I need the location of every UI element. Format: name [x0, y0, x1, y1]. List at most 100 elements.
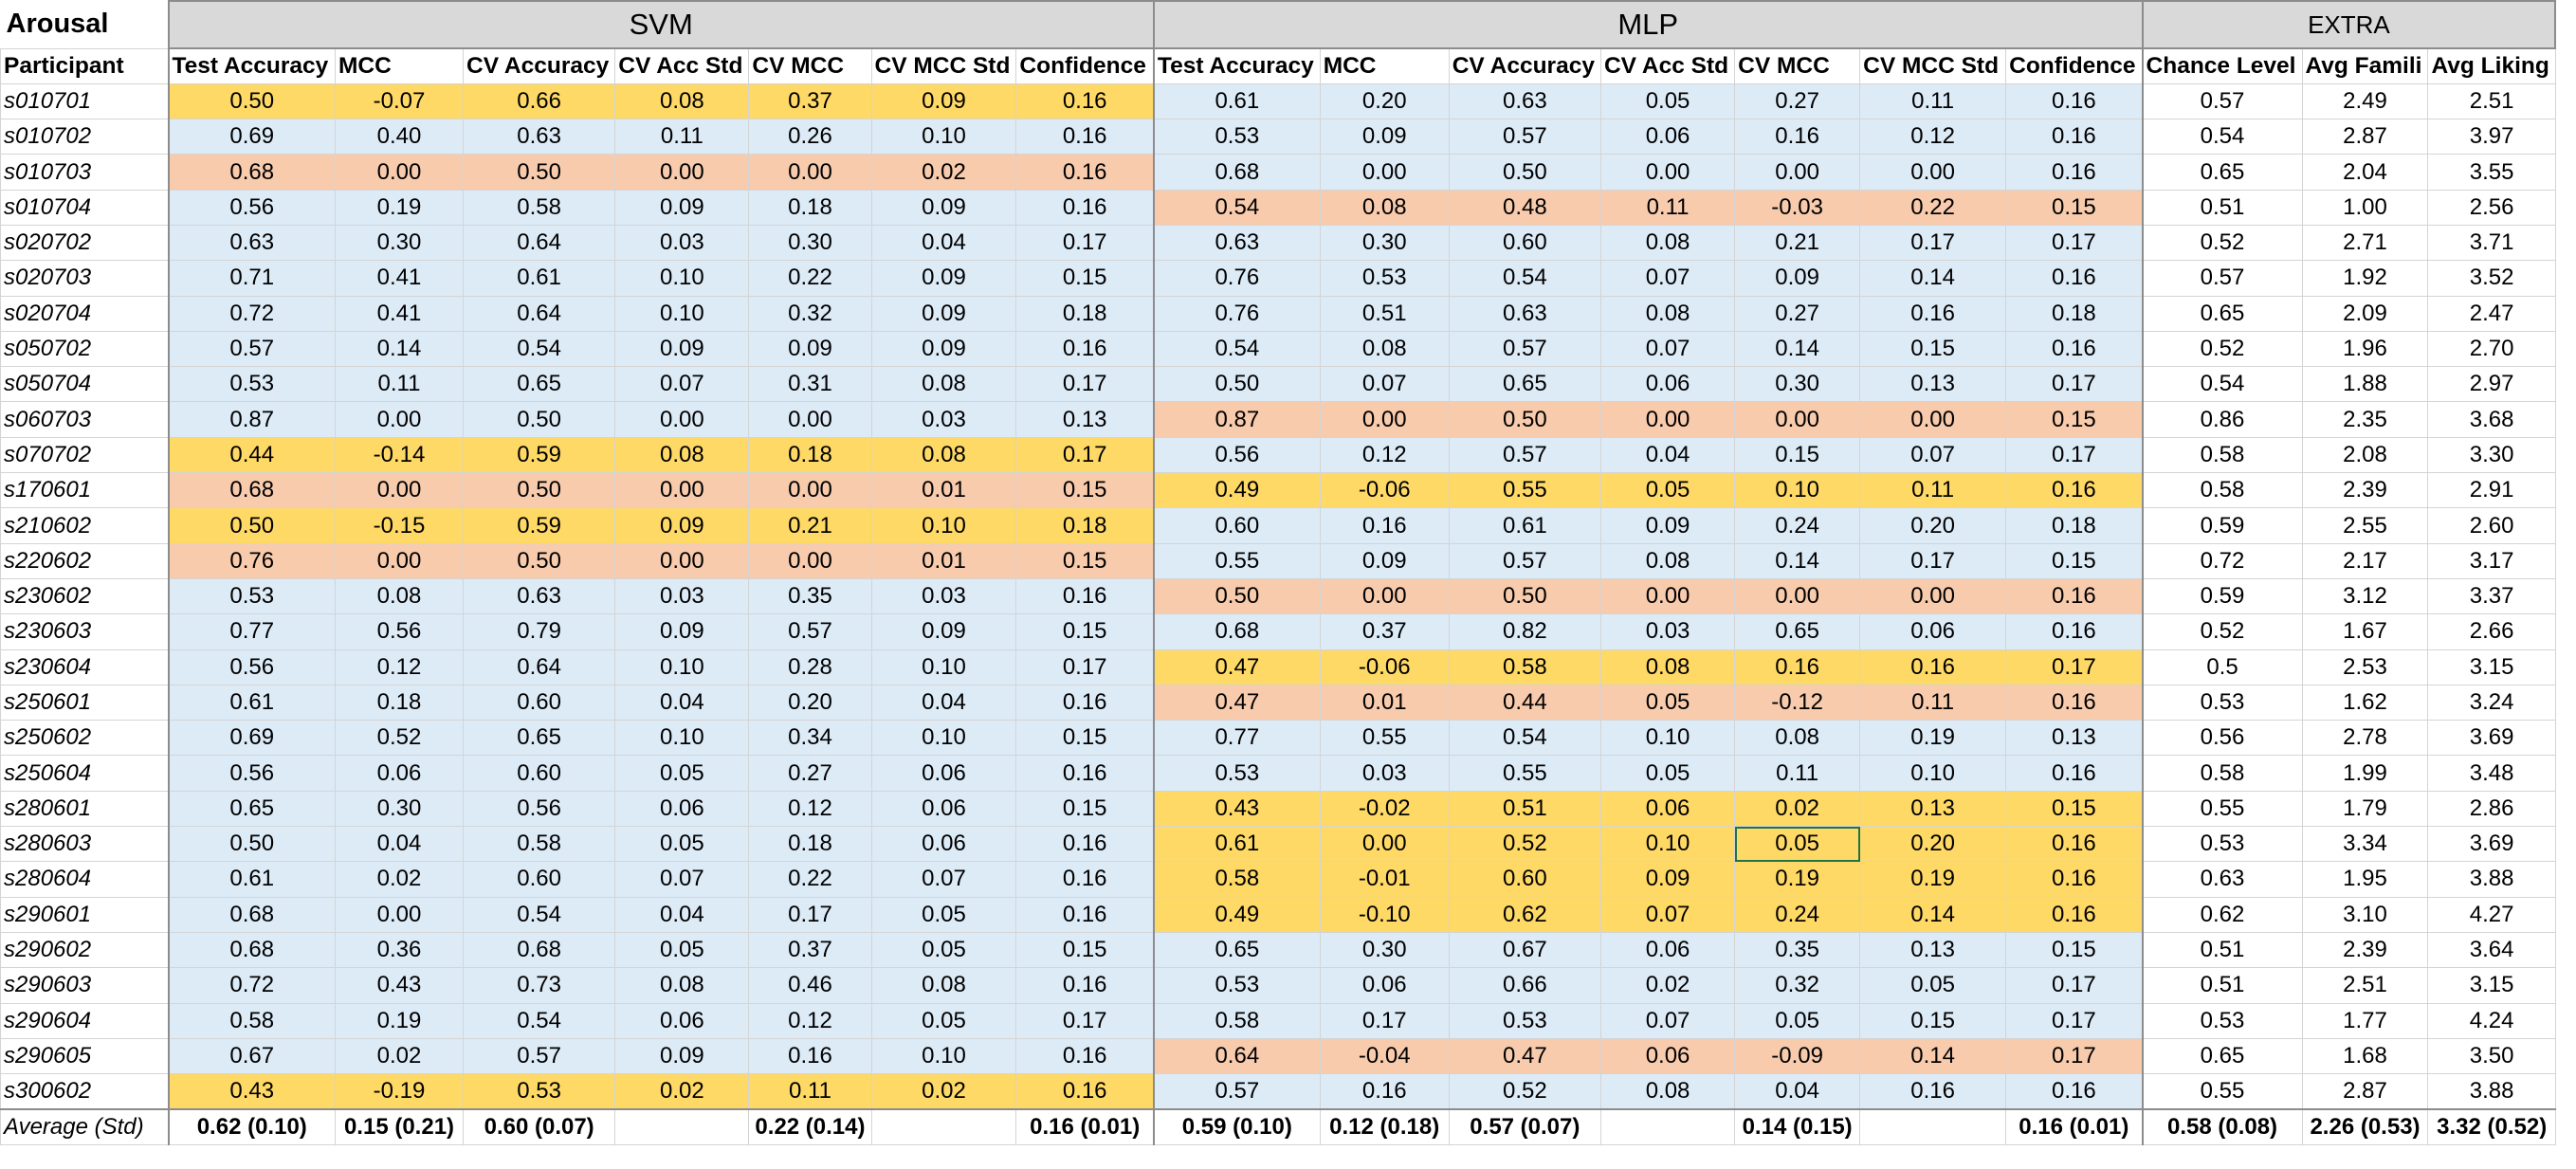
mlp-cell[interactable]: 0.53 [1152, 755, 1321, 792]
mlp-cell[interactable]: 0.61 [1448, 507, 1601, 544]
svm-cell[interactable]: 0.01 [870, 542, 1017, 579]
mlp-cell[interactable]: 0.51 [1448, 790, 1601, 828]
svm-cell[interactable]: 0.06 [870, 755, 1017, 792]
svm-cell[interactable]: 0.10 [870, 720, 1017, 757]
svm-average-cell[interactable] [870, 1107, 1017, 1145]
svm-cell[interactable]: -0.14 [335, 436, 464, 474]
svm-cell[interactable]: 0.77 [167, 613, 336, 650]
svm-cell[interactable]: 0.05 [614, 755, 750, 792]
mlp-cell[interactable]: 0.60 [1448, 224, 1601, 262]
svm-cell[interactable]: 0.34 [748, 720, 872, 757]
svm-cell[interactable]: 0.00 [614, 401, 750, 438]
svm-cell[interactable]: 0.16 [1015, 1073, 1155, 1110]
header-svm-mcc[interactable]: MCC [335, 47, 464, 84]
mlp-cell[interactable]: 0.15 [1859, 1002, 2007, 1039]
svm-cell[interactable]: 0.37 [748, 82, 872, 120]
extra-cell[interactable]: 0.58 [2141, 472, 2303, 509]
svm-cell[interactable]: 0.15 [1015, 720, 1155, 757]
svm-group-header[interactable]: SVM [167, 0, 1155, 49]
mlp-cell[interactable]: 0.24 [1734, 507, 1861, 544]
mlp-cell[interactable]: 0.54 [1448, 720, 1601, 757]
svm-cell[interactable]: 0.12 [748, 1002, 872, 1039]
mlp-cell[interactable]: -0.02 [1319, 790, 1450, 828]
mlp-cell[interactable]: 0.56 [1152, 436, 1321, 474]
svm-cell[interactable]: 0.26 [748, 119, 872, 155]
extra-cell[interactable]: 0.62 [2141, 896, 2303, 933]
svm-average-cell[interactable]: 0.60 (0.07) [462, 1107, 616, 1145]
mlp-cell[interactable]: 0.66 [1448, 967, 1601, 1004]
header-mlp-cv-acc-std[interactable]: CV Acc Std [1599, 47, 1736, 84]
mlp-cell[interactable]: 0.17 [2005, 1002, 2144, 1039]
mlp-cell[interactable]: 0.50 [1152, 577, 1321, 615]
svm-average-cell[interactable]: 0.22 (0.14) [748, 1107, 872, 1145]
svm-cell[interactable]: 0.50 [462, 154, 616, 191]
extra-group-header[interactable]: EXTRA [2141, 0, 2557, 49]
svm-cell[interactable]: 0.30 [335, 224, 464, 262]
extra-cell[interactable]: 3.71 [2427, 224, 2556, 262]
mlp-cell[interactable]: 0.06 [1599, 790, 1736, 828]
svm-cell[interactable]: 0.04 [614, 684, 750, 721]
svm-cell[interactable]: 0.00 [335, 401, 464, 438]
extra-cell[interactable]: 2.51 [2301, 967, 2429, 1004]
average-label[interactable]: Average (Std) [0, 1107, 169, 1145]
mlp-cell[interactable]: 0.48 [1448, 189, 1601, 226]
svm-cell[interactable]: 0.02 [870, 154, 1017, 191]
svm-cell[interactable]: 0.68 [167, 154, 336, 191]
extra-cell[interactable]: 2.70 [2427, 330, 2556, 368]
mlp-cell[interactable]: 0.11 [1859, 684, 2007, 721]
svm-cell[interactable]: 0.09 [870, 189, 1017, 226]
extra-cell[interactable]: 2.08 [2301, 436, 2429, 474]
mlp-cell[interactable]: 0.57 [1448, 436, 1601, 474]
extra-cell[interactable]: 0.65 [2141, 154, 2303, 191]
mlp-cell[interactable]: 0.16 [2005, 260, 2144, 297]
mlp-cell[interactable]: 0.18 [2005, 507, 2144, 544]
mlp-average-cell[interactable]: 0.12 (0.18) [1319, 1107, 1450, 1145]
mlp-cell[interactable]: 0.53 [1152, 967, 1321, 1004]
mlp-cell[interactable]: 0.05 [1599, 755, 1736, 792]
extra-cell[interactable]: 2.60 [2427, 507, 2556, 544]
mlp-cell[interactable]: 0.00 [1599, 577, 1736, 615]
mlp-cell[interactable]: 0.50 [1448, 577, 1601, 615]
svm-cell[interactable]: 0.65 [462, 720, 616, 757]
extra-cell[interactable]: 0.52 [2141, 330, 2303, 368]
extra-cell[interactable]: 3.69 [2427, 720, 2556, 757]
svm-cell[interactable]: 0.04 [870, 684, 1017, 721]
svm-cell[interactable]: 0.15 [1015, 931, 1155, 969]
mlp-cell[interactable]: 0.52 [1448, 826, 1601, 863]
extra-average-cell[interactable]: 2.26 (0.53) [2301, 1107, 2429, 1145]
svm-cell[interactable]: 0.52 [335, 720, 464, 757]
mlp-cell[interactable]: 0.09 [1599, 507, 1736, 544]
svm-cell[interactable]: 0.06 [614, 790, 750, 828]
mlp-group-header[interactable]: MLP [1152, 0, 2144, 49]
mlp-cell[interactable]: -0.06 [1319, 648, 1450, 685]
svm-cell[interactable]: 0.16 [1015, 896, 1155, 933]
svm-cell[interactable]: 0.56 [167, 755, 336, 792]
participant-cell[interactable]: s230602 [0, 577, 169, 615]
mlp-cell[interactable]: -0.12 [1734, 684, 1861, 721]
participant-cell[interactable]: s280601 [0, 790, 169, 828]
mlp-cell[interactable]: 0.17 [2005, 1037, 2144, 1075]
extra-cell[interactable]: 3.48 [2427, 755, 2556, 792]
svm-cell[interactable]: 0.09 [870, 260, 1017, 297]
header-svm-cv-mcc-std[interactable]: CV MCC Std [870, 47, 1017, 84]
svm-cell[interactable]: 0.00 [748, 401, 872, 438]
mlp-cell[interactable]: 0.16 [2005, 1073, 2144, 1110]
mlp-cell[interactable]: 0.00 [1859, 401, 2007, 438]
header-participant[interactable]: Participant [0, 47, 169, 84]
mlp-cell[interactable]: 0.06 [1859, 613, 2007, 650]
svm-cell[interactable]: 0.41 [335, 295, 464, 332]
svm-cell[interactable]: 0.64 [462, 224, 616, 262]
mlp-cell[interactable]: 0.19 [1859, 720, 2007, 757]
svm-cell[interactable]: 0.18 [1015, 507, 1155, 544]
extra-cell[interactable]: 0.86 [2141, 401, 2303, 438]
svm-cell[interactable]: 0.72 [167, 967, 336, 1004]
participant-cell[interactable]: s020704 [0, 295, 169, 332]
mlp-cell[interactable]: 0.16 [2005, 330, 2144, 368]
svm-cell[interactable]: 0.54 [462, 1002, 616, 1039]
extra-cell[interactable]: 3.15 [2427, 648, 2556, 685]
svm-cell[interactable]: 0.76 [167, 542, 336, 579]
mlp-average-cell[interactable]: 0.14 (0.15) [1734, 1107, 1861, 1145]
svm-cell[interactable]: 0.03 [614, 577, 750, 615]
mlp-cell[interactable]: 0.14 [1859, 1037, 2007, 1075]
extra-cell[interactable]: 4.24 [2427, 1002, 2556, 1039]
